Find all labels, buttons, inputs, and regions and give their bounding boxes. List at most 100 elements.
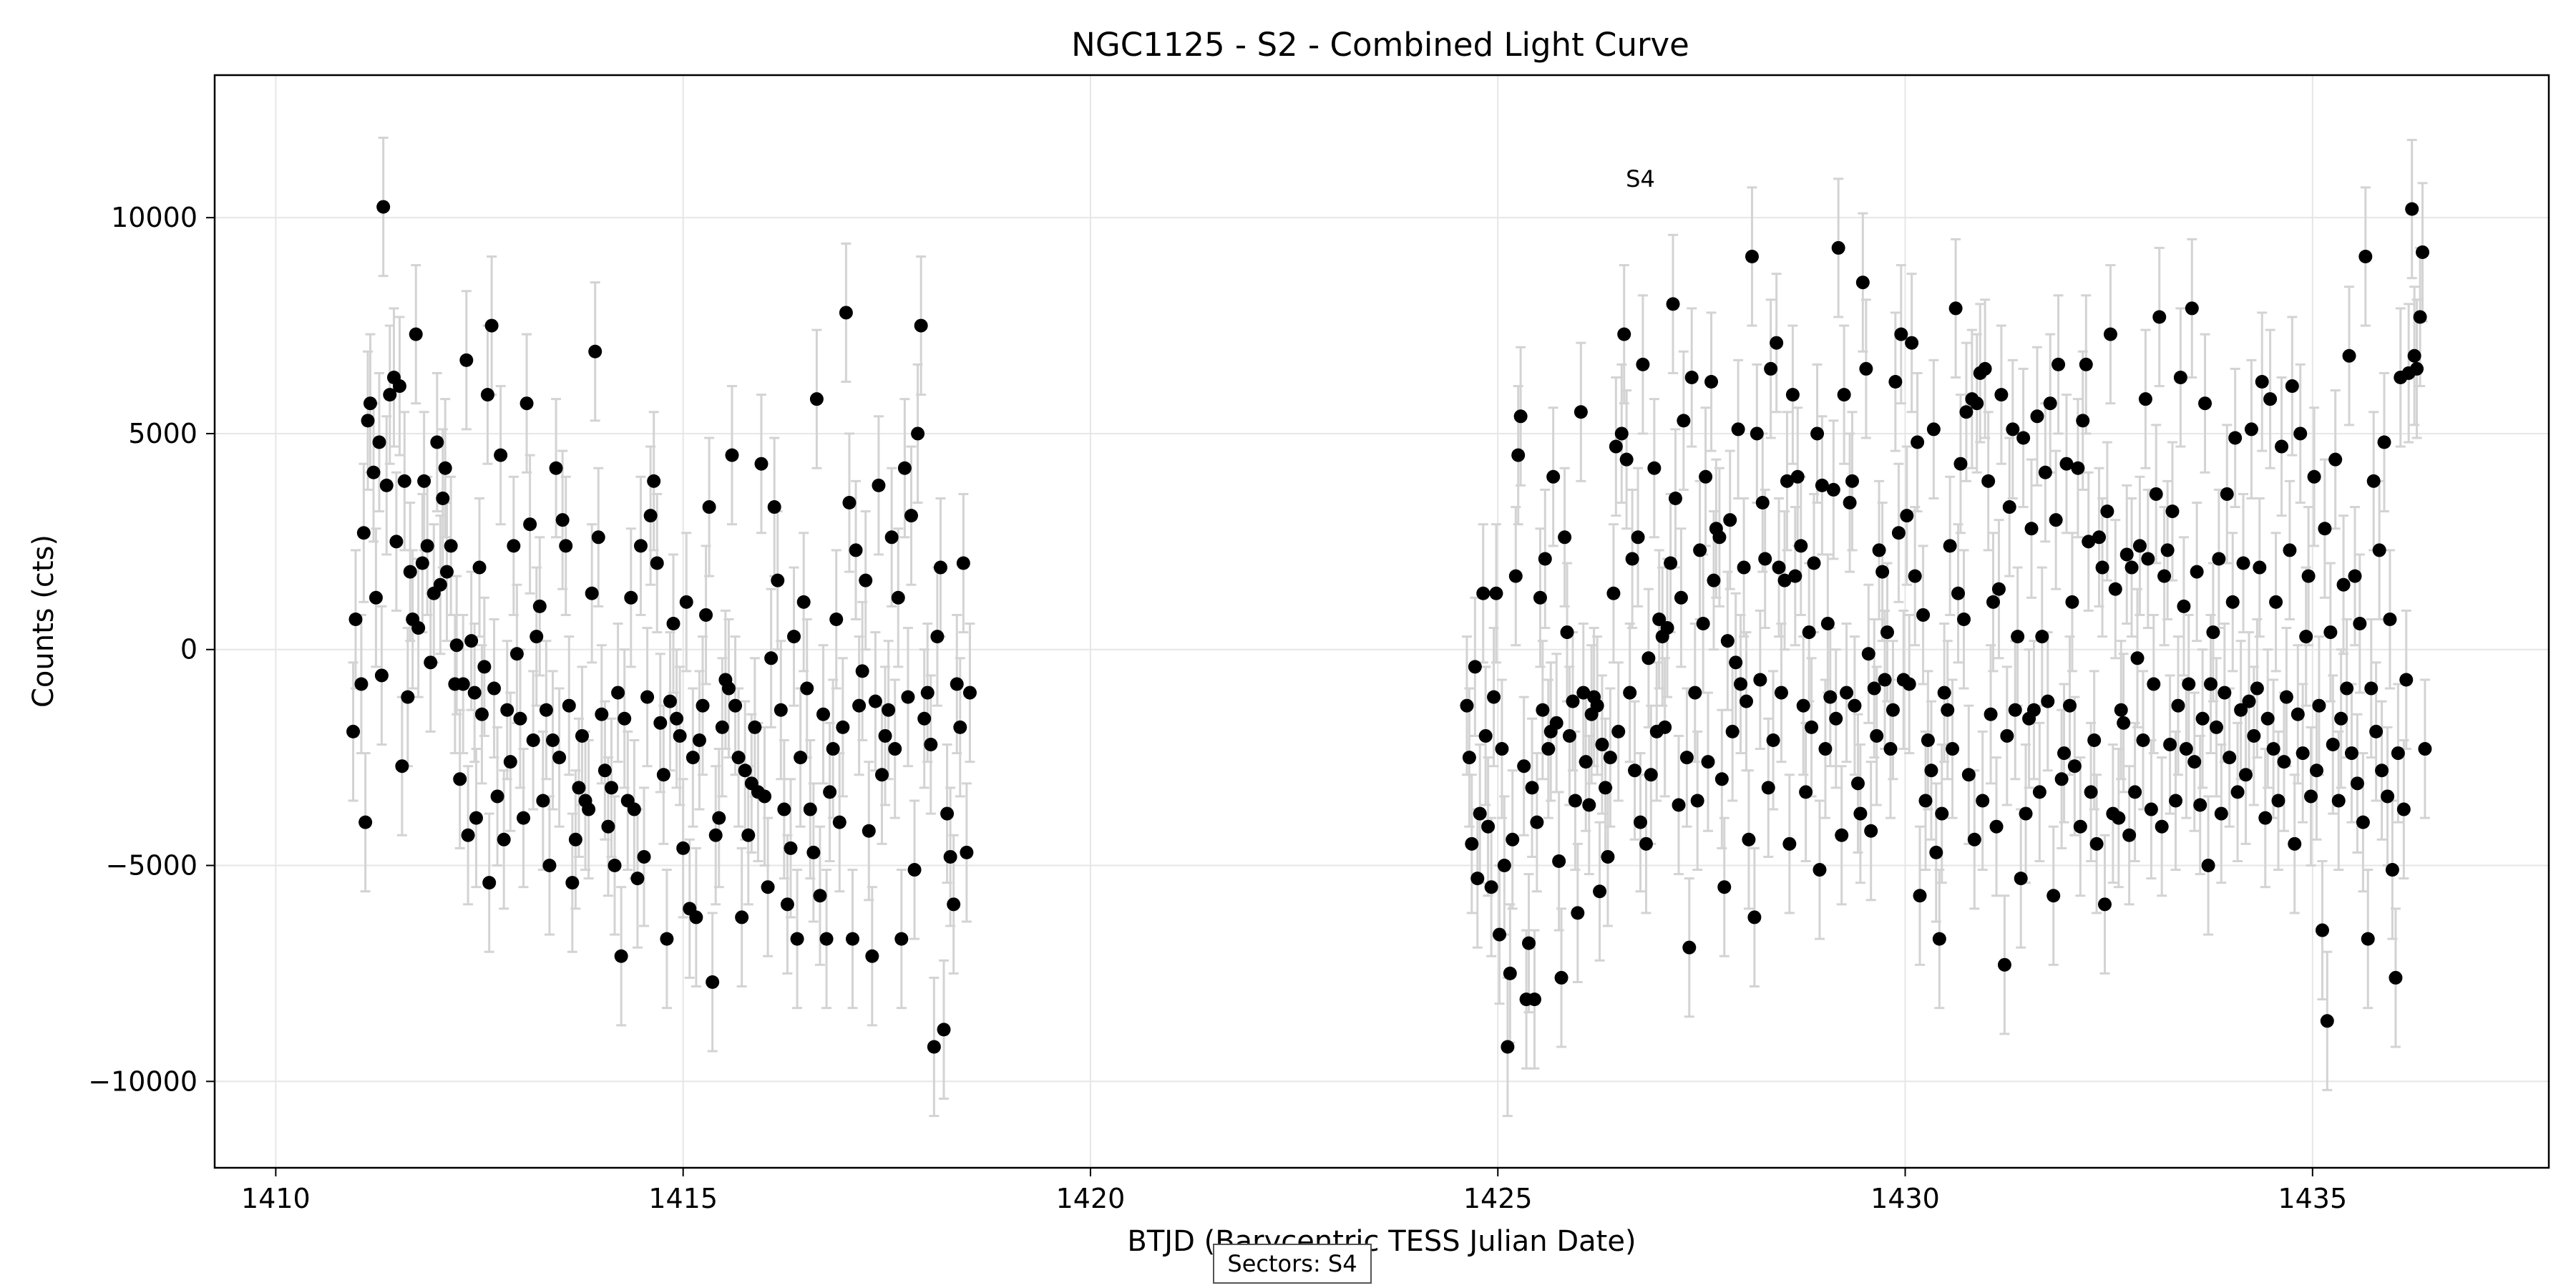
data-point — [2334, 711, 2348, 726]
data-point — [2095, 560, 2109, 575]
data-point — [1501, 1040, 1515, 1054]
data-point — [2041, 694, 2055, 708]
data-point — [2318, 522, 2332, 536]
data-point — [2385, 863, 2399, 877]
data-point — [1853, 806, 1868, 821]
data-point — [1740, 694, 1754, 708]
y-tick-label: −10000 — [88, 1065, 197, 1097]
data-point — [2079, 357, 2093, 371]
data-point — [1595, 738, 1609, 752]
data-point — [1872, 543, 1886, 557]
data-point — [1723, 513, 1737, 527]
data-point — [787, 630, 801, 644]
data-point — [354, 677, 369, 691]
data-point — [1696, 617, 1710, 631]
data-point — [415, 556, 429, 570]
data-point — [1902, 677, 1916, 691]
data-point — [2407, 348, 2421, 363]
data-point — [956, 556, 970, 570]
data-point — [2238, 768, 2253, 782]
data-point — [1725, 724, 1740, 738]
data-point — [676, 841, 691, 855]
data-point — [1554, 970, 1568, 985]
data-point — [436, 491, 450, 505]
data-point — [904, 509, 918, 523]
data-point — [1935, 806, 1949, 821]
data-point — [1840, 686, 1854, 700]
data-point — [1679, 751, 1694, 765]
data-point — [472, 560, 487, 575]
data-point — [542, 859, 557, 873]
data-point — [2173, 370, 2187, 384]
data-point — [2169, 794, 2183, 808]
data-point — [575, 728, 589, 743]
data-point — [1957, 612, 1971, 626]
y-axis-ticks: −10000 −5000 0 5000 10000 — [88, 202, 215, 1097]
data-point — [640, 690, 655, 704]
data-point — [2073, 819, 2087, 834]
data-points — [346, 200, 2432, 1054]
data-point — [630, 872, 645, 886]
data-point — [947, 897, 961, 912]
data-point — [2000, 728, 2014, 743]
data-point — [2195, 711, 2210, 726]
data-point — [2331, 794, 2346, 808]
data-point — [1487, 690, 1501, 704]
data-point — [1536, 703, 1550, 717]
data-point — [361, 414, 375, 428]
data-point — [708, 828, 723, 842]
data-point — [1753, 673, 1767, 687]
data-point — [2418, 742, 2432, 756]
data-point — [1953, 457, 1968, 471]
x-tick-label: 1415 — [648, 1183, 718, 1214]
data-point — [1766, 733, 1780, 747]
data-point — [771, 573, 785, 587]
x-tick-label: 1425 — [1463, 1183, 1533, 1214]
data-point — [1714, 772, 1729, 786]
data-point — [874, 768, 889, 782]
data-point — [1617, 327, 1631, 341]
data-point — [1470, 872, 1485, 886]
data-point — [369, 590, 383, 605]
data-point — [1636, 357, 1650, 371]
data-point — [500, 703, 514, 717]
data-point — [2119, 547, 2134, 562]
data-point — [1533, 590, 1547, 605]
data-point — [872, 478, 886, 492]
data-point — [859, 573, 873, 587]
data-point — [2076, 414, 2090, 428]
plot-frame — [213, 74, 2550, 1169]
data-point — [784, 841, 798, 855]
data-point — [2136, 733, 2150, 747]
data-point — [888, 742, 902, 756]
data-point — [1568, 794, 1582, 808]
data-point — [1606, 586, 1621, 600]
error-bars — [348, 137, 2430, 1118]
data-point — [1660, 621, 1674, 635]
data-point — [943, 849, 957, 864]
data-point — [601, 819, 615, 834]
data-point — [849, 543, 863, 557]
data-point — [2046, 889, 2061, 903]
data-point — [2391, 746, 2405, 761]
data-point — [591, 530, 605, 545]
data-point — [1911, 435, 1925, 449]
data-point — [2413, 310, 2427, 324]
data-point — [1644, 768, 1658, 782]
data-point — [940, 806, 955, 821]
data-point — [1813, 863, 1827, 877]
data-point — [2016, 431, 2031, 445]
data-point — [1794, 539, 1808, 553]
sector-annotation: S4 — [1626, 165, 1655, 192]
data-point — [1880, 625, 1894, 640]
data-point — [1913, 889, 1927, 903]
data-point — [346, 724, 361, 738]
data-point — [1837, 388, 1851, 402]
data-point — [1774, 686, 1788, 700]
data-point — [1522, 936, 1536, 950]
data-point — [565, 876, 580, 890]
data-point — [852, 698, 867, 713]
data-point — [764, 651, 779, 665]
data-point — [2024, 522, 2039, 536]
data-point — [1473, 806, 1487, 821]
